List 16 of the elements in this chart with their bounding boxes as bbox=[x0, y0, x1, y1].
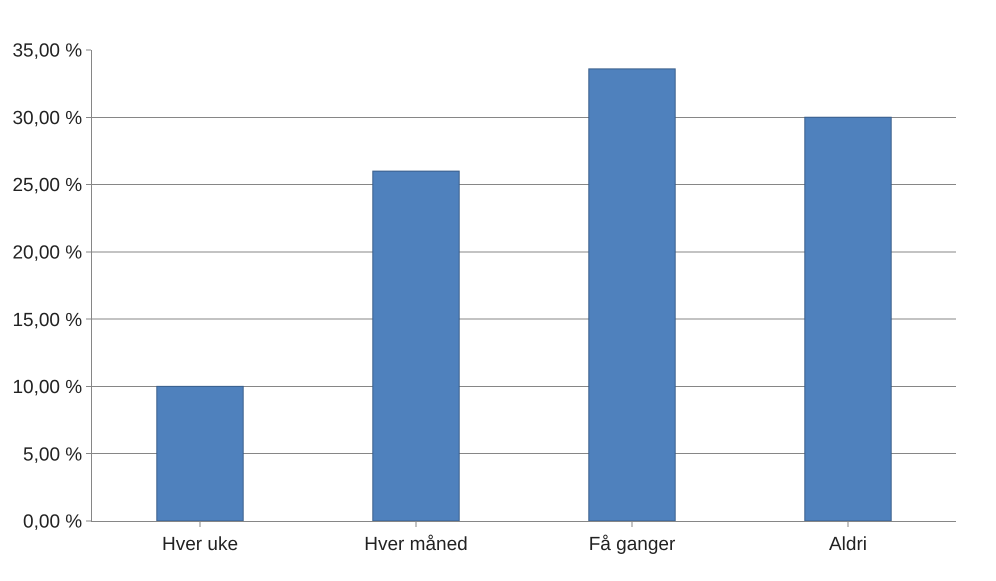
y-tick-label: 35,00 % bbox=[12, 40, 82, 62]
bar bbox=[588, 68, 676, 521]
y-tick-label: 0,00 % bbox=[23, 512, 82, 533]
x-tick-label: Få ganger bbox=[588, 534, 676, 555]
x-tick-label: Aldri bbox=[828, 534, 868, 555]
x-tick-label: Hver måned bbox=[364, 534, 468, 555]
bar bbox=[804, 116, 892, 521]
bar bbox=[372, 170, 460, 521]
x-tick-label: Hver uke bbox=[162, 534, 238, 555]
y-tick-label: 10,00 % bbox=[12, 377, 82, 398]
y-tick-label: 25,00 % bbox=[12, 175, 82, 196]
y-tick-label: 20,00 % bbox=[12, 242, 82, 264]
y-tick-label: 15,00 % bbox=[12, 310, 82, 331]
y-tick-label: 30,00 % bbox=[12, 108, 82, 129]
bar bbox=[156, 386, 244, 521]
y-tick-label: 5,00 % bbox=[23, 444, 82, 466]
